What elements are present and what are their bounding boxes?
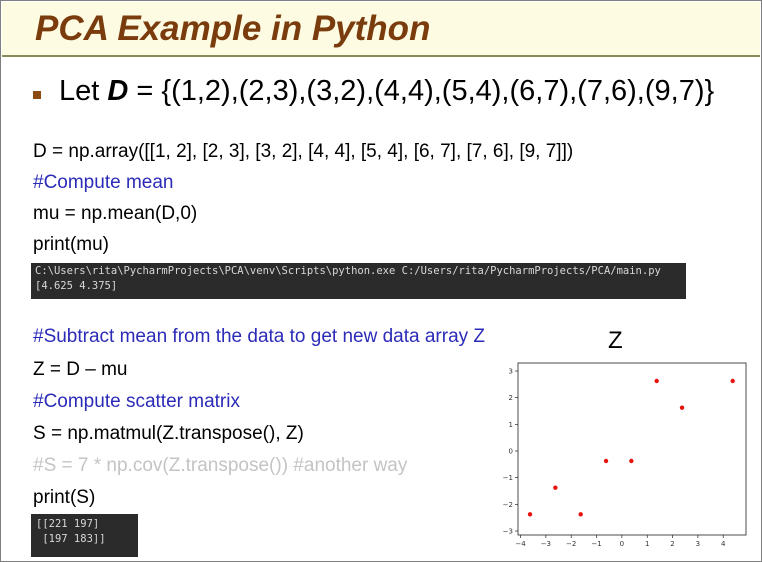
data-point [553,485,558,490]
terminal-mean-result: [4.625 4.375] [35,280,118,292]
plot-label: Z [608,327,623,354]
code-comment-mean: #Compute mean [33,172,174,193]
data-point [578,512,583,517]
code-comment-scatter: #Compute scatter matrix [33,391,240,412]
data-point [654,378,659,384]
y-tick-label: 3 [509,368,513,376]
data-point [603,458,609,464]
x-tick-label: −4 [515,540,526,548]
bullet-square-icon [33,91,41,99]
plot-frame [517,362,747,536]
code-line-cov-alternative: #S = 7 * np.cov(Z.transpose()) #another … [33,455,408,476]
x-tick-label: 0 [620,540,624,548]
bullet-statement: Let D = {(1,2),(2,3),(3,2),(4,4),(5,4),(… [59,75,714,108]
code-line-print-s: print(S) [33,487,96,508]
data-point [527,512,533,517]
terminal-matrix-row-1: [[221 197] [36,518,100,530]
title-band: PCA Example in Python [2,2,760,55]
code-line-matmul: S = np.matmul(Z.transpose(), Z) [33,423,304,444]
code-comment-subtract: #Subtract mean from the data to get new … [33,326,486,347]
data-point [730,378,735,384]
terminal-command-line: C:\Users\rita\PycharmProjects\PCA\venv\S… [35,265,661,277]
code-line-mean: mu = np.mean(D,0) [33,203,198,224]
x-tick-label: 1 [645,540,649,548]
bullet-set: = {(1,2),(2,3),(3,2),(4,4),(5,4),(6,7),(… [128,75,715,107]
x-tick-label: −2 [566,540,576,548]
terminal-output-mean: C:\Users\rita\PycharmProjects\PCA\venv\S… [31,263,686,299]
y-tick-label: −1 [503,474,513,482]
x-tick-label: 4 [721,540,726,548]
terminal-matrix-row-2: [197 183]] [36,533,106,545]
y-tick-label: −3 [503,528,513,536]
code-line-print-mu: print(mu) [33,234,110,255]
x-tick-label: 2 [670,540,674,548]
data-point [679,405,685,410]
slide-title: PCA Example in Python [35,9,431,48]
bullet-prefix: Let [59,75,108,107]
data-point [629,458,634,464]
y-tick-label: −2 [503,501,513,509]
bullet-variable: D [107,75,129,107]
y-tick-label: 0 [509,448,513,456]
x-tick-label: 3 [696,540,700,548]
scatter-plot: −4 −3 −2 −1 0 1 2 3 4 3 2 1 0 −1 −2 −3 [494,353,756,551]
y-tick-label: 1 [509,421,513,429]
y-tick-label: 2 [509,394,513,402]
code-line-z: Z = D – mu [33,359,128,380]
terminal-output-scatter-matrix: [[221 197] [197 183]] [31,514,138,557]
code-line-array: D = np.array([[1, 2], [2, 3], [3, 2], [4… [33,141,574,162]
title-divider [2,55,760,57]
x-tick-label: −3 [541,540,551,548]
x-tick-label: −1 [591,540,601,548]
